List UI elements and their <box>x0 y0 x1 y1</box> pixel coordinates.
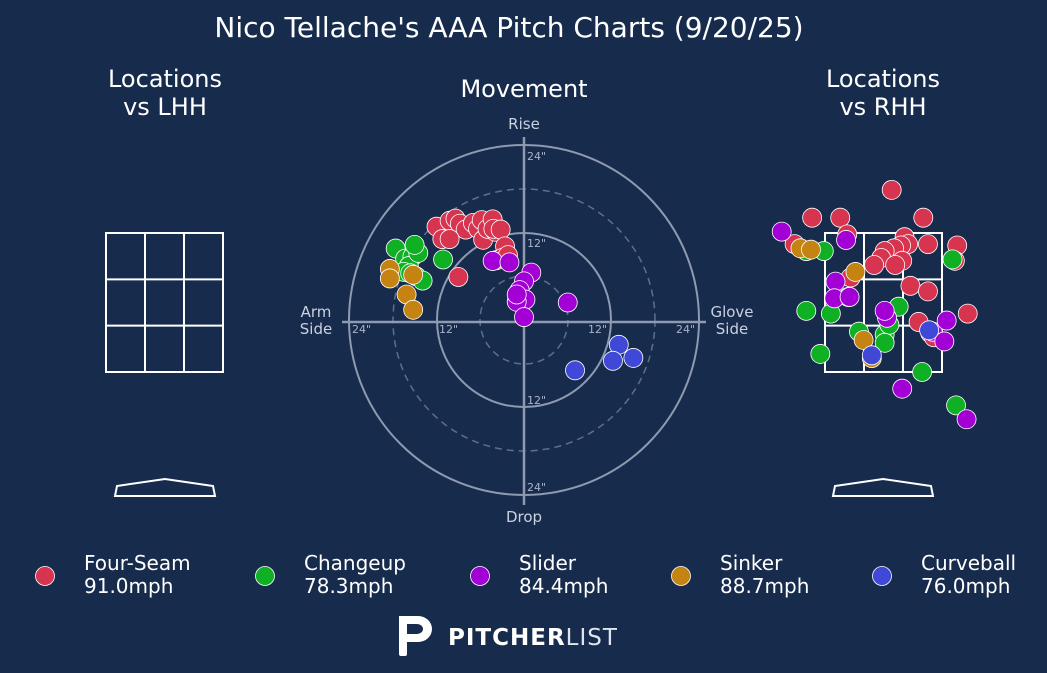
location-rhh-point-sl <box>956 409 977 430</box>
location-rhh-point-ff <box>918 234 938 255</box>
strike-zone-lhh <box>105 232 224 373</box>
zone-rhh-outline <box>824 232 943 373</box>
chart-title: Nico Tellache's AAA Pitch Charts (9/20/2… <box>214 11 803 44</box>
movement-point-sl <box>499 252 520 273</box>
ring-label-bottom-24: 24" <box>527 481 546 494</box>
legend-marker-ff <box>35 566 55 586</box>
locations-vs-rhh-panel: Locations vs RHH <box>771 65 978 497</box>
ring-label-left-24: 24" <box>352 323 371 336</box>
location-rhh-point-ff <box>913 207 934 228</box>
legend-name-si: Sinker <box>720 551 783 575</box>
location-rhh-point-cu <box>919 320 940 341</box>
movement-point-si <box>403 299 424 320</box>
location-rhh-point-sl <box>836 230 856 250</box>
legend-name-ff: Four-Seam <box>84 551 191 575</box>
legend-velo-ff: 91.0mph <box>84 574 173 598</box>
movement-point-si <box>403 264 424 285</box>
location-rhh-point-sl <box>825 271 846 292</box>
location-rhh-point-sl <box>936 310 957 331</box>
movement-panel: Movement Rise Drop Arm Side Glove Side 2… <box>300 75 754 526</box>
locations-rhh-points <box>771 180 978 430</box>
pitcherlist-logo: PITCHERLIST <box>399 616 618 656</box>
pitcherlist-wordmark: PITCHERLIST <box>448 625 618 651</box>
location-rhh-point-ch <box>946 395 966 416</box>
rhh-title-line1: Locations <box>826 65 940 93</box>
movement-point-ch <box>433 249 453 270</box>
legend-velo-sl: 84.4mph <box>519 574 608 598</box>
legend-name-sl: Slider <box>519 551 577 575</box>
location-rhh-point-ff <box>881 180 902 200</box>
location-rhh-point-ff <box>830 207 851 228</box>
legend-name-cu: Curveball <box>921 551 1016 575</box>
movement-point-sl <box>514 307 534 327</box>
location-rhh-point-si <box>801 239 821 260</box>
arm-side-label-line1: Arm <box>301 303 332 321</box>
movement-point-sl <box>557 292 578 313</box>
home-plate-rhh <box>831 477 935 497</box>
location-rhh-point-si <box>853 330 874 350</box>
movement-point-cu <box>565 360 585 381</box>
location-rhh-point-ff <box>900 275 921 296</box>
location-rhh-point-ff <box>885 255 906 275</box>
ring-label-top-24: 24" <box>527 150 546 163</box>
legend-marker-si <box>671 566 691 586</box>
rhh-title-line2: vs RHH <box>839 93 926 121</box>
legend-marker-cu <box>872 566 892 586</box>
location-rhh-point-ch <box>796 300 817 321</box>
ring-label-left-12: 12" <box>439 323 458 336</box>
movement-point-ch <box>404 234 425 255</box>
location-rhh-point-ch <box>810 344 831 364</box>
glove-side-label-line2: Side <box>716 320 748 338</box>
location-rhh-point-ff <box>864 255 885 275</box>
ring-label-right-24: 24" <box>676 323 695 336</box>
movement-points <box>379 208 644 381</box>
legend-marker-ch <box>255 566 275 586</box>
movement-point-cu <box>603 350 623 371</box>
movement-point-sl <box>482 251 503 271</box>
location-rhh-point-sl <box>839 287 860 307</box>
locations-vs-lhh-panel: Locations vs LHH <box>105 65 224 497</box>
lhh-title-line1: Locations <box>108 65 222 93</box>
legend-velo-si: 88.7mph <box>720 574 809 598</box>
location-rhh-point-ff <box>957 303 978 324</box>
legend-velo-ch: 78.3mph <box>304 574 393 598</box>
location-rhh-point-sl <box>771 221 792 242</box>
glove-side-label-line1: Glove <box>710 303 753 321</box>
movement-title: Movement <box>460 75 587 103</box>
rise-label: Rise <box>508 115 540 133</box>
location-rhh-point-si <box>845 262 866 282</box>
legend-marker-sl <box>470 566 490 586</box>
location-rhh-point-ff <box>802 207 823 228</box>
lhh-title-line2: vs LHH <box>123 93 207 121</box>
ring-label-right-12: 12" <box>588 323 607 336</box>
movement-point-si <box>379 268 400 289</box>
home-plate-lhh <box>113 477 217 497</box>
location-rhh-point-ff <box>918 281 938 302</box>
location-rhh-point-sl <box>934 331 955 352</box>
location-rhh-point-ch <box>942 249 963 270</box>
drop-label: Drop <box>506 508 542 526</box>
ring-label-bottom-12: 12" <box>527 394 546 407</box>
location-rhh-point-sl <box>874 300 895 321</box>
brand-bold: PITCHER <box>448 625 566 651</box>
brand-light: LIST <box>566 625 618 651</box>
movement-point-cu <box>623 348 644 368</box>
location-rhh-point-sl <box>892 378 913 399</box>
arm-side-label-line2: Side <box>300 320 332 338</box>
location-rhh-point-ch <box>912 362 933 382</box>
location-rhh-point-cu <box>861 345 882 366</box>
movement-point-ff <box>490 219 511 240</box>
zone-lhh-outline <box>105 232 224 373</box>
pitcherlist-p-icon <box>399 616 432 656</box>
ring-label-top-12: 12" <box>527 237 546 250</box>
movement-point-sl <box>506 284 527 305</box>
movement-point-ff <box>439 229 460 249</box>
legend-name-ch: Changeup <box>304 551 406 575</box>
legend-velo-cu: 76.0mph <box>921 574 1010 598</box>
movement-point-ff <box>448 267 469 287</box>
location-rhh-point-ch <box>874 332 895 353</box>
